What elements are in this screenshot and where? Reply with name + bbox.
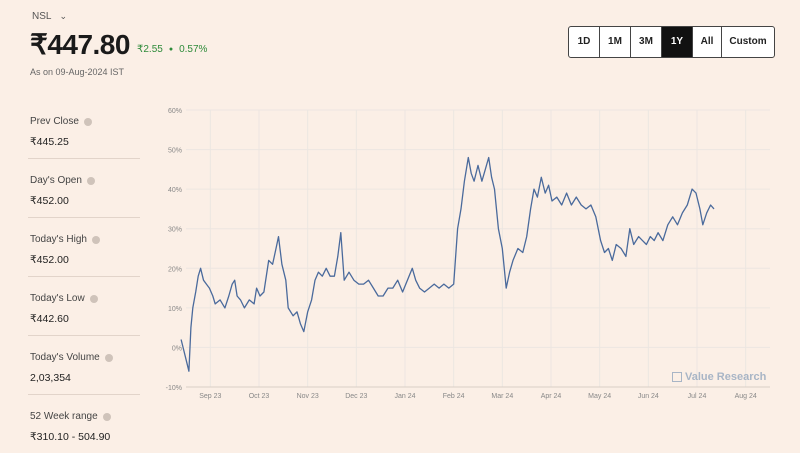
stat-label: 52 Week range xyxy=(30,411,98,422)
info-icon[interactable] xyxy=(91,235,100,244)
y-tick-label: 40% xyxy=(168,187,182,194)
range-button-1m[interactable]: 1M xyxy=(600,27,631,57)
stat-label: Day's Open xyxy=(30,175,82,186)
x-tick-label: Oct 23 xyxy=(249,393,270,400)
stat-52-week-range: 52 Week range ₹310.10 - 504.90 xyxy=(28,395,140,453)
x-tick-label: Dec 23 xyxy=(345,393,367,400)
y-tick-label: -10% xyxy=(166,385,182,392)
stat-value: ₹452.00 xyxy=(30,254,69,266)
stat-prev-close: Prev Close ₹445.25 xyxy=(28,100,140,159)
change-percent: 0.57% xyxy=(179,44,208,55)
info-icon[interactable] xyxy=(86,176,95,185)
dot-separator-icon: ● xyxy=(168,46,174,53)
stat-value: ₹442.60 xyxy=(30,313,69,325)
current-price: ₹447.80 xyxy=(30,29,130,60)
time-range-selector: 1D 1M 3M 1Y All Custom xyxy=(568,26,775,58)
stat-label: Today's High xyxy=(30,234,87,245)
info-icon[interactable] xyxy=(89,294,98,303)
watermark: Value Research xyxy=(672,371,766,383)
series-line[interactable] xyxy=(180,156,715,372)
x-tick-label: Jan 24 xyxy=(394,393,415,400)
stat-value: ₹310.10 - 504.90 xyxy=(30,431,111,443)
y-tick-label: 50% xyxy=(168,148,182,155)
x-tick-label: Mar 24 xyxy=(491,393,513,400)
ticker-selector[interactable]: NSL ⌄ xyxy=(32,11,67,22)
stat-label: Prev Close xyxy=(30,116,79,127)
x-tick-label: Jun 24 xyxy=(638,393,659,400)
change-absolute: ₹2.55 xyxy=(137,44,163,55)
stat-todays-high: Today's High ₹452.00 xyxy=(28,218,140,277)
range-button-1y[interactable]: 1Y xyxy=(662,27,693,57)
x-tick-label: Feb 24 xyxy=(443,393,465,400)
x-tick-label: Jul 24 xyxy=(688,393,707,400)
range-button-3m[interactable]: 3M xyxy=(631,27,662,57)
price-change: ₹2.55 ● 0.57% xyxy=(137,44,207,55)
stat-value: ₹452.00 xyxy=(30,195,69,207)
range-button-custom[interactable]: Custom xyxy=(729,36,767,47)
stat-todays-volume: Today's Volume 2,03,354 xyxy=(28,336,140,395)
x-tick-label: Apr 24 xyxy=(541,393,562,400)
range-button-all[interactable]: All xyxy=(693,27,722,57)
stat-value: ₹445.25 xyxy=(30,136,69,148)
checkbox-logo-icon xyxy=(672,372,682,382)
price-chart[interactable]: -10% 0% 10% 20% 30% 40% 50% 60% Sep 23 Oct 23 Nov … xyxy=(150,95,780,415)
ticker-symbol: NSL xyxy=(32,11,52,22)
chevron-down-icon: ⌄ xyxy=(59,11,67,21)
info-icon[interactable] xyxy=(104,353,113,362)
stats-panel: Prev Close ₹445.25 Day's Open ₹452.00 To… xyxy=(28,100,140,453)
stat-todays-low: Today's Low ₹442.60 xyxy=(28,277,140,336)
stat-value: 2,03,354 xyxy=(30,372,71,384)
x-tick-label: Nov 23 xyxy=(297,393,319,400)
y-tick-label: 20% xyxy=(168,266,182,273)
info-icon[interactable] xyxy=(102,412,111,421)
stat-days-open: Day's Open ₹452.00 xyxy=(28,159,140,218)
range-button-1d[interactable]: 1D xyxy=(569,27,600,57)
stat-label: Today's Low xyxy=(30,293,85,304)
y-tick-label: 60% xyxy=(168,108,182,115)
y-tick-label: 30% xyxy=(168,227,182,234)
watermark-text: Value Research xyxy=(685,371,767,383)
info-icon[interactable] xyxy=(83,117,92,126)
x-tick-label: Sep 23 xyxy=(199,393,221,400)
x-tick-label: May 24 xyxy=(588,393,611,400)
as-of-date: As on 09-Aug-2024 IST xyxy=(30,67,125,77)
x-tick-label: Aug 24 xyxy=(735,393,757,400)
y-tick-label: 0% xyxy=(172,345,182,352)
stat-label: Today's Volume xyxy=(30,352,100,363)
y-tick-label: 10% xyxy=(168,306,182,313)
